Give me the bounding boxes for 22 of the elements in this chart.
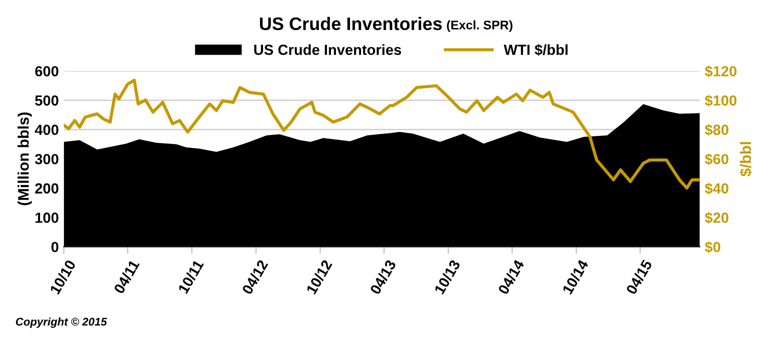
line-series	[64, 78, 700, 190]
y2-tick-label: $20	[704, 212, 728, 224]
y2-axis-title: $/bbl	[740, 142, 752, 176]
y-axis-title: (Million bbls)	[18, 112, 32, 206]
chart-subtitle: (Excl. SPR)	[446, 20, 512, 32]
y2-tick-label: $40	[704, 182, 728, 195]
chart-title: US Crude Inventories	[260, 16, 442, 30]
y-tick-label: 200	[35, 183, 58, 194]
y-tick-label: 600	[35, 66, 58, 76]
y2-tick-label: $120	[704, 65, 736, 78]
legend-label: US Crude Inventories	[254, 44, 402, 55]
text: Copyright © 2015	[16, 318, 108, 328]
y2-tick-label: $100	[704, 94, 736, 107]
y-tick-label: 500	[35, 95, 58, 106]
y-tick-label: 400	[34, 124, 58, 135]
y-tick-label: 100	[36, 212, 58, 223]
legend-label: WTI $/bbl	[504, 44, 568, 56]
y-tick-label: 300	[34, 154, 58, 164]
y2-tick-label: $80	[704, 124, 728, 136]
y2-tick-label: $0	[704, 241, 720, 254]
y-tick-label: 0	[51, 242, 58, 252]
y2-tick-label: $60	[704, 153, 728, 166]
